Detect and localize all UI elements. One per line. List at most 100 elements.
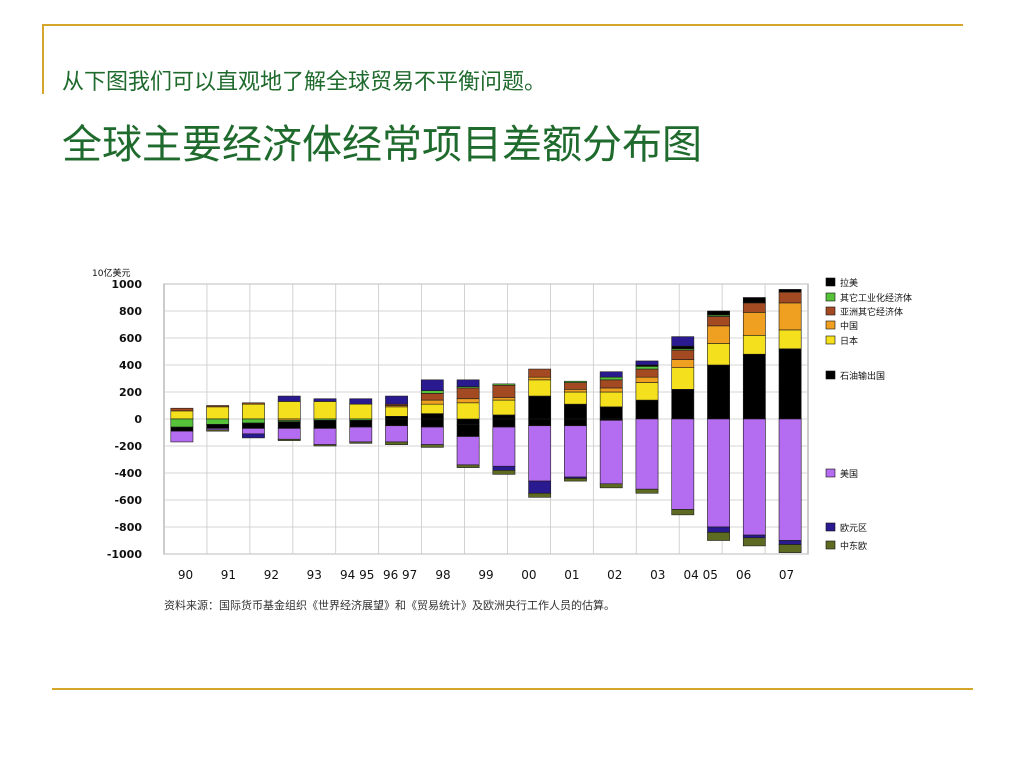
bar-segment	[671, 367, 695, 390]
legend-swatch	[825, 320, 836, 330]
x-tick-label: 02	[607, 568, 622, 582]
bar-segment	[170, 407, 194, 412]
bar-segment	[564, 391, 587, 405]
bar-segment	[707, 325, 730, 344]
bar-segment	[456, 424, 480, 437]
bar-segment	[420, 390, 444, 394]
bar-segment	[707, 310, 730, 316]
bar-segment	[599, 406, 623, 420]
bar-segment	[599, 376, 623, 381]
bar-segment	[349, 441, 373, 444]
bar-segment	[671, 359, 695, 368]
bar-segment	[671, 345, 695, 350]
y-tick-label: 800	[119, 305, 142, 318]
bar-segment	[456, 379, 480, 387]
y-tick-label: -200	[114, 440, 142, 453]
bar-segment	[599, 371, 623, 378]
y-tick-label: 0	[134, 413, 142, 426]
bar-segment	[313, 398, 337, 402]
bar-segment	[742, 335, 766, 355]
bar-segment	[492, 397, 516, 401]
bar-segment	[385, 395, 408, 405]
source-note: 资料来源：国际货币基金组织《世界经济展望》和《贸易统计》及欧洲央行工作人员的估算…	[164, 598, 615, 612]
x-tick-label: 00	[521, 568, 536, 582]
bar-segment	[599, 483, 623, 489]
bar-segment	[420, 379, 444, 391]
bar-segment	[492, 399, 516, 416]
y-tick-label: -400	[114, 467, 142, 480]
bar-segment	[564, 418, 587, 427]
bar-segment	[707, 532, 730, 541]
legend-swatch	[825, 292, 836, 302]
bar-segment	[385, 418, 408, 427]
bar-segment	[206, 429, 230, 432]
bar-segment	[313, 428, 337, 445]
legend-label: 欧元区	[840, 522, 867, 534]
legend-label: 中东欧	[840, 540, 867, 552]
bar-segment	[277, 401, 301, 420]
x-tick-label: 99	[478, 568, 493, 582]
bar-segment	[277, 438, 301, 441]
x-tick-label: 06	[736, 568, 751, 582]
bar-segment	[742, 537, 766, 547]
bar-segment	[707, 364, 730, 420]
bottom-rule	[52, 688, 973, 690]
bar-segment	[349, 420, 373, 428]
legend-label: 日本	[840, 335, 858, 347]
bar-segment	[420, 393, 444, 401]
bar-segment	[420, 444, 444, 448]
bar-segment	[492, 414, 516, 420]
bar-segment	[349, 426, 373, 443]
bar-segment	[242, 418, 265, 424]
bar-segment	[492, 470, 516, 475]
bar-segment	[242, 433, 265, 439]
bar-segment	[456, 387, 480, 400]
bar-segment	[742, 312, 766, 336]
bar-segment	[564, 478, 587, 482]
bar-segment	[528, 368, 552, 378]
legend-label: 其它工业化经济体	[840, 292, 912, 304]
bar-segment	[170, 410, 194, 420]
legend-swatch	[825, 540, 836, 550]
x-tick-label: 90	[178, 568, 193, 582]
bar-segment	[778, 329, 802, 350]
bar-segment	[778, 291, 802, 304]
bar-segment	[528, 480, 552, 494]
bar-segment	[170, 418, 194, 428]
bar-segment	[742, 302, 766, 313]
bar-segment	[456, 402, 480, 420]
bar-segment	[492, 383, 516, 386]
legend-label: 拉美	[840, 277, 858, 289]
bar-segment	[456, 418, 480, 425]
bar-segment	[778, 418, 802, 541]
bar-segment	[778, 348, 802, 420]
x-tick-label: 93	[307, 568, 322, 582]
bar-segment	[242, 403, 265, 420]
y-tick-label: -800	[114, 521, 142, 534]
bar-segment	[635, 376, 659, 383]
legend-swatch	[825, 306, 836, 316]
bar-segment	[420, 399, 444, 405]
x-tick-label: 03	[650, 568, 665, 582]
bar-segment	[564, 380, 587, 383]
bar-segment	[671, 349, 695, 360]
y-tick-label: 400	[119, 359, 142, 372]
bar-segment	[671, 336, 695, 347]
bar-segment	[707, 526, 730, 533]
x-tick-label: 04 05	[683, 568, 717, 582]
bar-segment	[385, 441, 408, 445]
bar-segment	[528, 418, 552, 427]
bar-segment	[671, 389, 695, 420]
y-tick-label: 1000	[111, 278, 142, 291]
bar-segment	[742, 418, 766, 536]
bar-segment	[206, 418, 230, 425]
legend-swatch	[825, 468, 836, 478]
bar-segment	[599, 379, 623, 389]
bar-segment	[635, 366, 659, 370]
bar-segment	[778, 302, 802, 331]
bar-segment	[313, 420, 337, 429]
bar-segment	[635, 418, 659, 490]
bar-segment	[528, 492, 552, 498]
current-account-chart: 1000 800 600 400 200 0 -200 -400 -600 -800 -1000 10…	[92, 267, 912, 612]
bar-segment	[671, 509, 695, 516]
